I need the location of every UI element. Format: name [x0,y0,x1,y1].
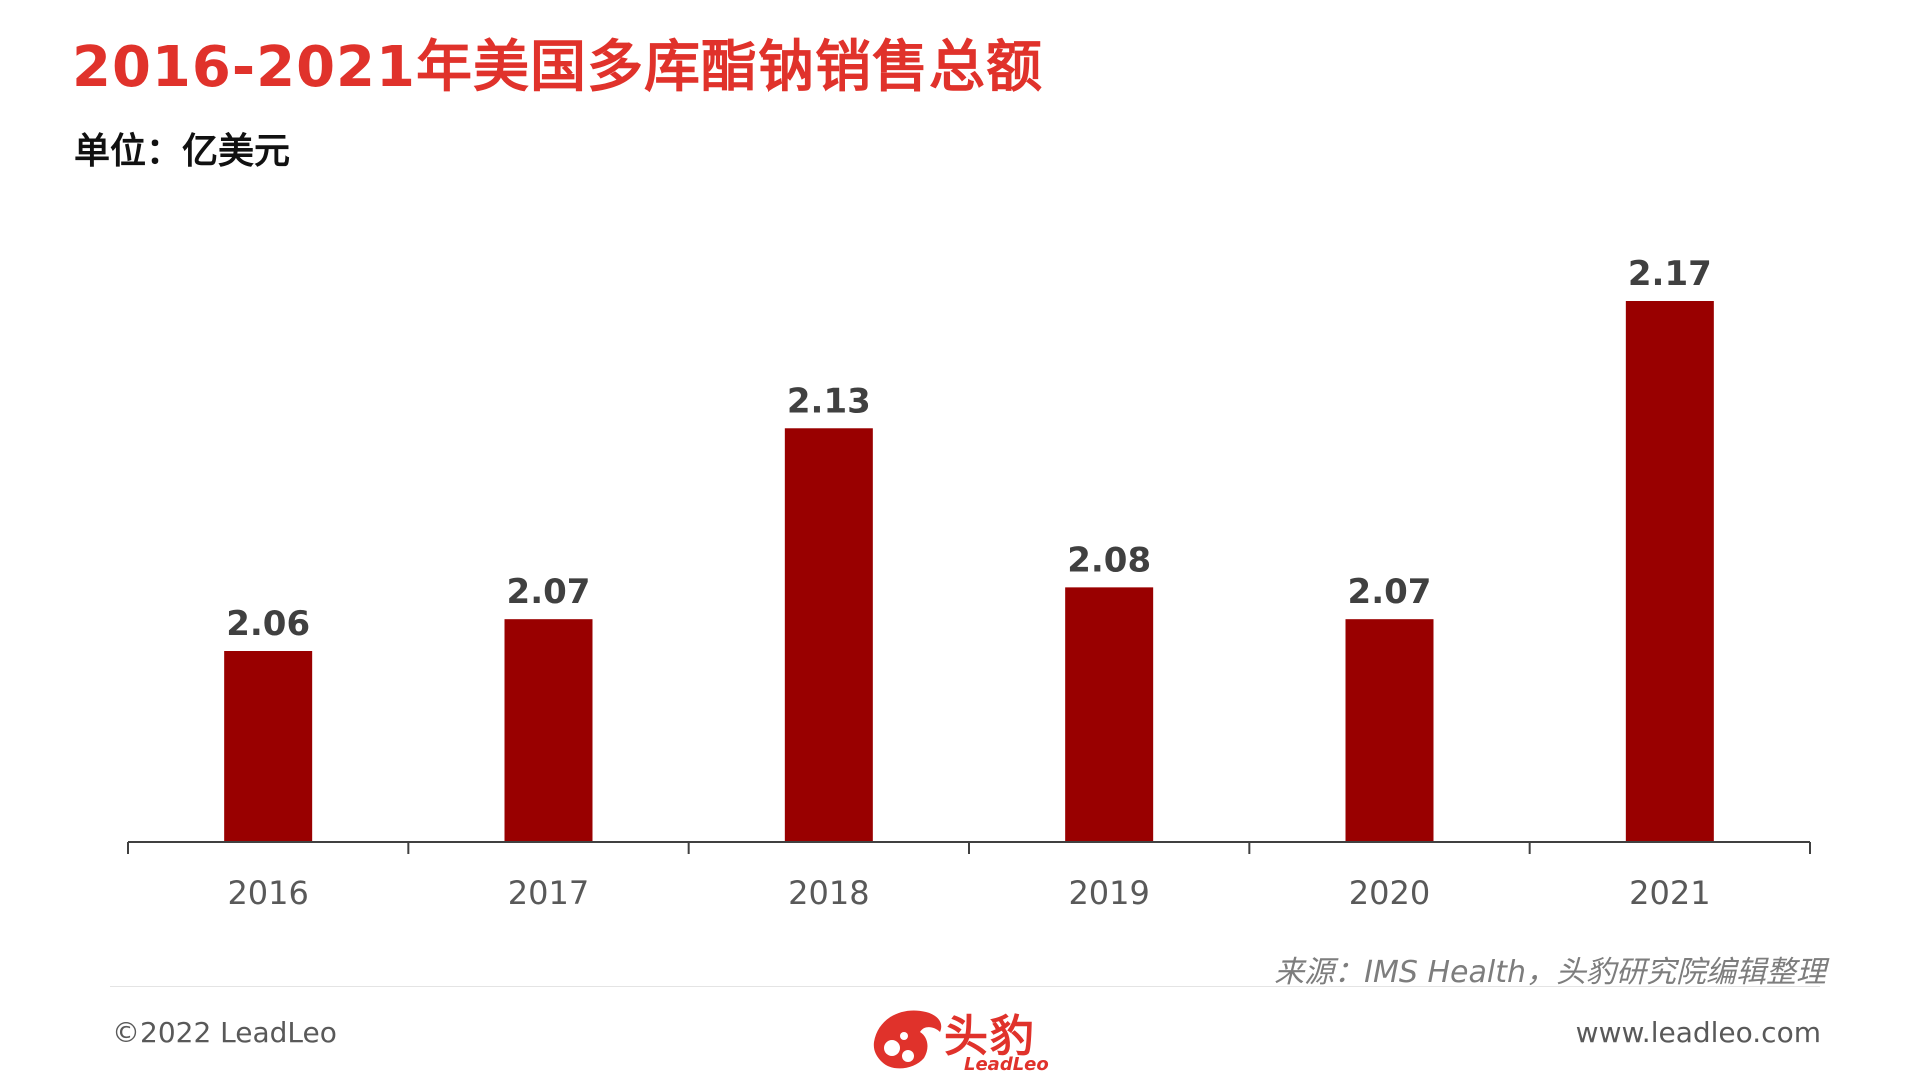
unit-label: 单位：亿美元 [74,131,291,172]
data-label: 2.07 [507,572,591,612]
bar [1345,619,1434,842]
bar [1065,587,1154,842]
data-label: 2.17 [1628,254,1712,294]
data-label: 2.08 [1067,540,1151,580]
brand-name-en: LeadLeo [964,1054,1049,1075]
brand-name: 头豹 [944,1011,1036,1062]
x-tick-label: 2018 [788,874,869,912]
data-label: 2.13 [787,381,871,421]
data-label: 2.06 [226,604,310,644]
x-tick-label: 2020 [1349,874,1430,912]
leopard-head-icon [873,1010,942,1069]
bar [1625,301,1714,842]
bar [784,428,873,842]
website-link[interactable]: www.leadleo.com [1575,1016,1821,1049]
bar [224,651,313,842]
bar [504,619,593,842]
source-note: 来源：IMS Health，头豹研究院编辑整理 [1274,955,1826,990]
x-tick-label: 2017 [508,874,589,912]
footer-divider [110,986,1820,987]
bar-chart: 2.06 2016 2.07 2017 2.13 2018 2.08 2019 2.07 2020… [127,254,1811,912]
x-tick-label: 2019 [1068,874,1149,912]
data-label: 2.07 [1348,572,1432,612]
x-tick-label: 2021 [1629,874,1710,912]
x-tick-label: 2016 [227,874,308,912]
page-title: 2016-2021年美国多库酯钠销售总额 [72,35,1043,100]
copyright-text: ©2022 LeadLeo [112,1016,337,1049]
